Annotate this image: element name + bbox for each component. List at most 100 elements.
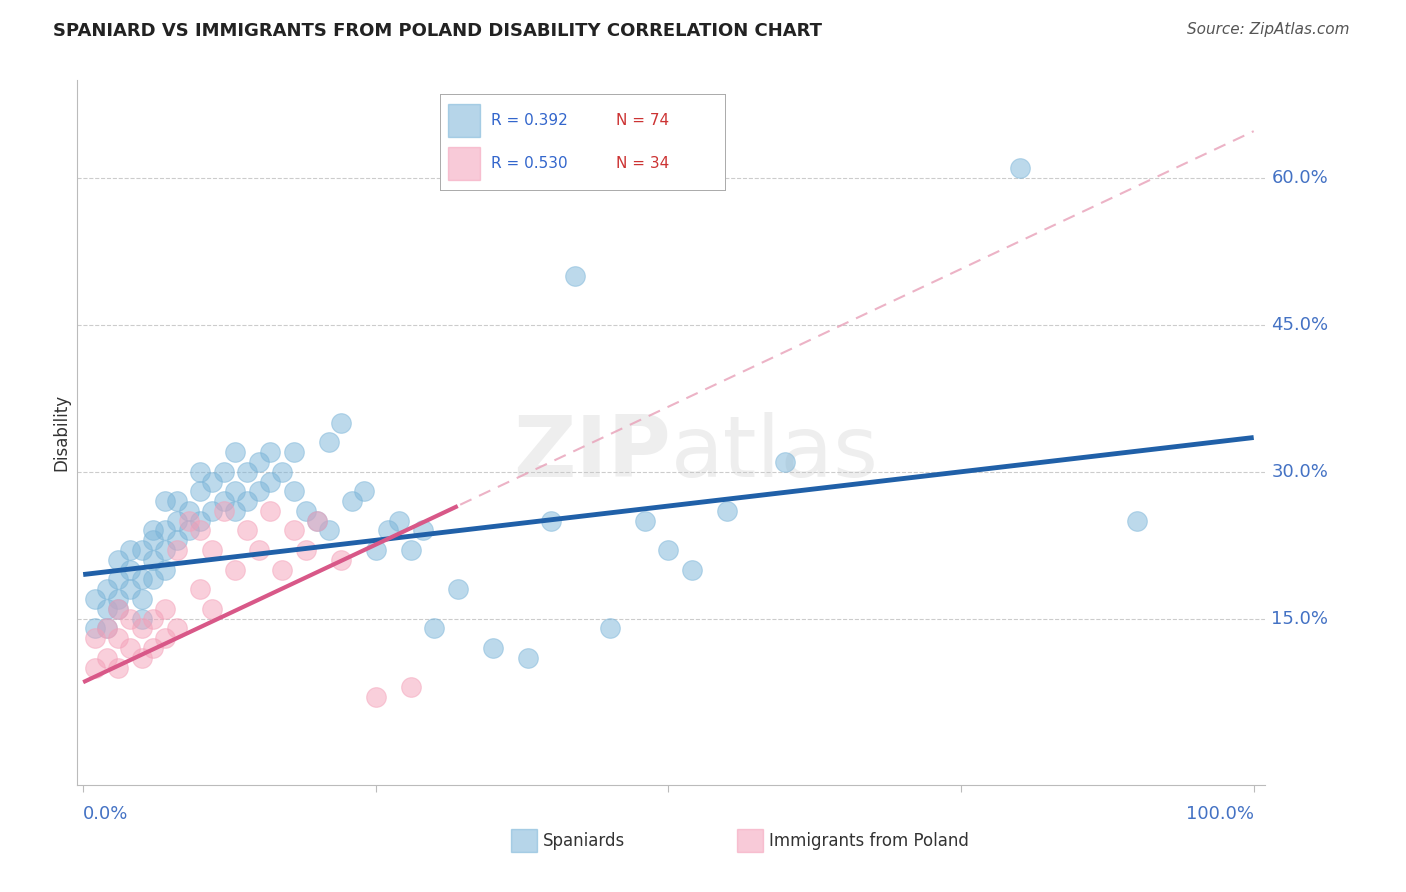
Point [353, 484, 375, 499]
Point [96, 650, 118, 665]
Point [329, 416, 352, 430]
Point [307, 514, 329, 528]
Point [247, 484, 270, 499]
Point [153, 524, 176, 538]
Point [188, 484, 211, 499]
Point [318, 435, 340, 450]
Point [153, 631, 176, 645]
Point [131, 611, 153, 625]
Point [107, 660, 129, 674]
Y-axis label: Disability: Disability [52, 394, 70, 471]
Point [166, 543, 188, 558]
Point [131, 621, 153, 635]
Point [271, 563, 294, 577]
Point [177, 504, 200, 518]
Text: Spaniards: Spaniards [543, 831, 626, 849]
Point [96, 621, 118, 635]
Point [107, 601, 129, 615]
Point [247, 543, 270, 558]
Point [212, 504, 235, 518]
Point [153, 601, 176, 615]
Point [188, 514, 211, 528]
Text: Source: ZipAtlas.com: Source: ZipAtlas.com [1187, 22, 1350, 37]
Point [224, 504, 246, 518]
Point [399, 543, 422, 558]
Point [775, 455, 797, 469]
Point [96, 601, 118, 615]
Point [377, 524, 399, 538]
Text: ZIP: ZIP [513, 412, 672, 495]
Point [329, 553, 352, 567]
Point [283, 484, 305, 499]
Point [342, 494, 364, 508]
Point [716, 504, 738, 518]
Point [83, 592, 105, 607]
Point [131, 592, 153, 607]
Point [1008, 161, 1031, 176]
Point [201, 504, 224, 518]
Point [201, 543, 224, 558]
Point [212, 465, 235, 479]
Point [131, 543, 153, 558]
Point [247, 455, 270, 469]
Point [540, 514, 562, 528]
Point [118, 582, 141, 597]
Point [482, 640, 505, 655]
Point [177, 514, 200, 528]
Point [118, 543, 141, 558]
Text: 30.0%: 30.0% [1271, 463, 1329, 481]
Point [107, 573, 129, 587]
Point [118, 640, 141, 655]
Point [1125, 514, 1147, 528]
Text: Immigrants from Poland: Immigrants from Poland [769, 831, 969, 849]
Text: 100.0%: 100.0% [1185, 805, 1254, 822]
Point [142, 533, 165, 548]
Point [201, 475, 224, 489]
Point [83, 631, 105, 645]
Point [236, 465, 259, 479]
Point [294, 504, 316, 518]
Point [177, 524, 200, 538]
Point [236, 524, 259, 538]
Point [283, 524, 305, 538]
Point [96, 582, 118, 597]
Text: 15.0%: 15.0% [1271, 609, 1329, 628]
Point [166, 621, 188, 635]
Text: 0.0%: 0.0% [83, 805, 128, 822]
Point [294, 543, 316, 558]
Point [224, 563, 246, 577]
Point [388, 514, 411, 528]
Point [188, 524, 211, 538]
Point [271, 465, 294, 479]
Point [599, 621, 621, 635]
Point [153, 494, 176, 508]
Point [142, 553, 165, 567]
Point [142, 640, 165, 655]
Point [83, 621, 105, 635]
Point [259, 445, 281, 459]
Point [364, 690, 387, 704]
Point [318, 524, 340, 538]
Point [142, 573, 165, 587]
FancyBboxPatch shape [737, 830, 763, 852]
Point [259, 504, 281, 518]
Point [131, 650, 153, 665]
Point [118, 563, 141, 577]
Point [517, 650, 540, 665]
Text: atlas: atlas [672, 412, 879, 495]
FancyBboxPatch shape [510, 830, 537, 852]
Point [188, 465, 211, 479]
Text: 45.0%: 45.0% [1271, 316, 1329, 334]
Point [447, 582, 470, 597]
Point [634, 514, 657, 528]
Point [412, 524, 434, 538]
Text: SPANIARD VS IMMIGRANTS FROM POLAND DISABILITY CORRELATION CHART: SPANIARD VS IMMIGRANTS FROM POLAND DISAB… [53, 22, 823, 40]
Point [107, 631, 129, 645]
Point [224, 484, 246, 499]
Point [657, 543, 679, 558]
Text: 60.0%: 60.0% [1271, 169, 1329, 187]
Point [259, 475, 281, 489]
Point [142, 611, 165, 625]
Point [364, 543, 387, 558]
Point [236, 494, 259, 508]
